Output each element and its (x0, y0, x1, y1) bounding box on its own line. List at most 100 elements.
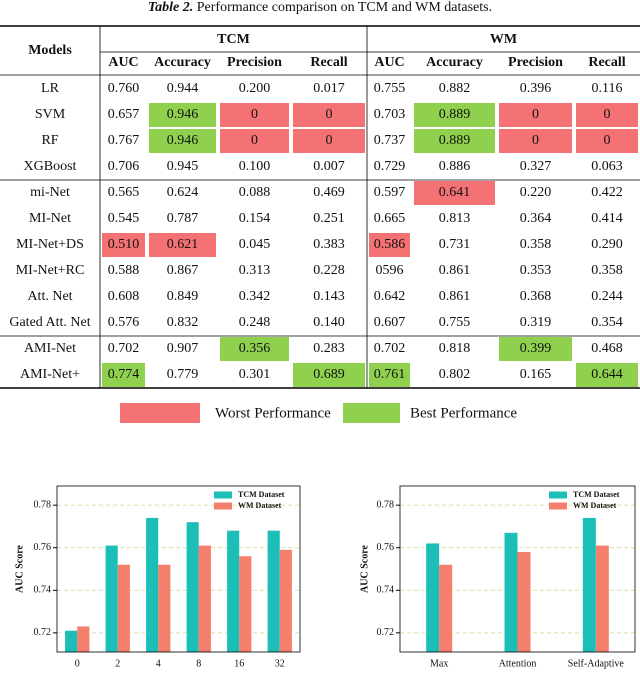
group-header: TCM (217, 32, 250, 47)
legend-label: TCM Dataset (238, 490, 285, 499)
table-cell: 0.774 (108, 367, 140, 382)
table-cell: 0.354 (591, 315, 623, 330)
bar (77, 626, 90, 652)
table-cell: 0.737 (374, 133, 406, 148)
table-cell: 0.703 (374, 107, 406, 122)
bar (582, 517, 596, 652)
column-header: AUC (108, 55, 138, 70)
highlight-cell (499, 337, 572, 361)
table-cell: 0.802 (439, 367, 471, 382)
x-tick-label: 8 (196, 658, 201, 669)
highlight-cell (576, 129, 638, 153)
bar (439, 564, 453, 652)
row-label: RF (41, 133, 58, 148)
row-label: Att. Net (27, 289, 72, 304)
bar (117, 564, 130, 652)
x-tick-label: 32 (275, 658, 285, 669)
bar (517, 551, 531, 652)
table-cell: 0.319 (520, 315, 552, 330)
highlight-cell (102, 363, 145, 387)
table-cell: 0.063 (591, 159, 623, 174)
table-cell: 0.017 (313, 81, 345, 96)
table-cell: 0.767 (108, 133, 140, 148)
table-cell: 0.342 (239, 289, 271, 304)
table-cell: 0.849 (167, 289, 199, 304)
bar (227, 530, 240, 652)
row-label: SVM (35, 107, 66, 122)
bar (239, 556, 252, 652)
table-cell: 0.469 (313, 185, 345, 200)
table-cell: 0.779 (167, 367, 199, 382)
table-cell: 0.702 (374, 341, 406, 356)
y-tick-label: 0.78 (34, 499, 52, 510)
legend-swatch (343, 403, 400, 423)
y-tick-label: 0.72 (34, 627, 52, 638)
bar (504, 532, 518, 652)
table-cell: 0.244 (591, 289, 623, 304)
table-cell: 0.140 (313, 315, 345, 330)
table-cell: 0.100 (239, 159, 271, 174)
group-header: WM (490, 32, 517, 47)
row-label: AMI-Net+ (20, 367, 80, 382)
bar (198, 545, 211, 652)
table-cell: 0.383 (313, 237, 345, 252)
table-cell: 0.364 (520, 211, 552, 226)
row-label: MI-Net+DS (16, 237, 84, 252)
x-tick-label: 2 (115, 658, 120, 669)
legend-label: WM Dataset (573, 501, 617, 510)
legend-swatch (549, 502, 567, 510)
highlight-cell (220, 103, 289, 127)
x-tick-label: Self-Adaptive (568, 658, 625, 669)
highlight-cell (576, 103, 638, 127)
table-cell: 0.358 (520, 237, 552, 252)
x-tick-label: Max (430, 658, 448, 669)
legend-swatch (549, 491, 567, 499)
highlight-cell (499, 129, 572, 153)
highlight-cell (293, 129, 365, 153)
table-cell: 0.755 (374, 81, 406, 96)
column-header: Recall (588, 55, 625, 70)
highlight-cell (414, 181, 495, 205)
highlight-cell (220, 129, 289, 153)
table-cell: 0.414 (591, 211, 623, 226)
table-cell: 0.290 (591, 237, 623, 252)
legend-label: Worst Performance (215, 405, 331, 421)
table-cell: 0.368 (520, 289, 552, 304)
table-cell: 0.301 (239, 367, 271, 382)
y-tick-label: 0.74 (34, 585, 52, 596)
table-cell: 0.689 (313, 367, 345, 382)
row-label: LR (41, 81, 60, 96)
caption: Table 2. Performance comparison on TCM a… (148, 0, 492, 15)
row-label: mi-Net (30, 185, 70, 200)
table-cell: 0.946 (167, 133, 199, 148)
table-cell: 0 (604, 133, 611, 148)
x-tick-label: 0 (75, 658, 80, 669)
table-cell: 0.356 (239, 341, 271, 356)
legend-swatch (214, 491, 232, 499)
table-cell: 0.665 (374, 211, 406, 226)
table-cell: 0.586 (374, 237, 406, 252)
table-cell: 0.396 (520, 81, 552, 96)
table-cell: 0.621 (167, 237, 199, 252)
table-cell: 0.832 (167, 315, 199, 330)
row-label: MI-Net (29, 211, 71, 226)
table-cell: 0.731 (439, 237, 471, 252)
table-cell: 0 (604, 107, 611, 122)
table-cell: 0.755 (439, 315, 471, 330)
table-cell: 0.882 (439, 81, 471, 96)
legend-swatch (214, 502, 232, 510)
table-cell: 0.088 (239, 185, 271, 200)
plot-frame (56, 485, 301, 653)
bar (595, 545, 609, 652)
row-label: MI-Net+RC (16, 263, 85, 278)
table-cell: 0.867 (167, 263, 199, 278)
header-cell: Models (28, 43, 72, 58)
table-cell: 0 (326, 133, 333, 148)
caption-text: Performance comparison on TCM and WM dat… (197, 0, 492, 15)
table-cell: 0 (251, 107, 258, 122)
x-tick-label: 16 (234, 658, 244, 669)
row-label: AMI-Net (24, 341, 76, 356)
highlight-cell (102, 233, 145, 257)
bar (158, 564, 171, 652)
